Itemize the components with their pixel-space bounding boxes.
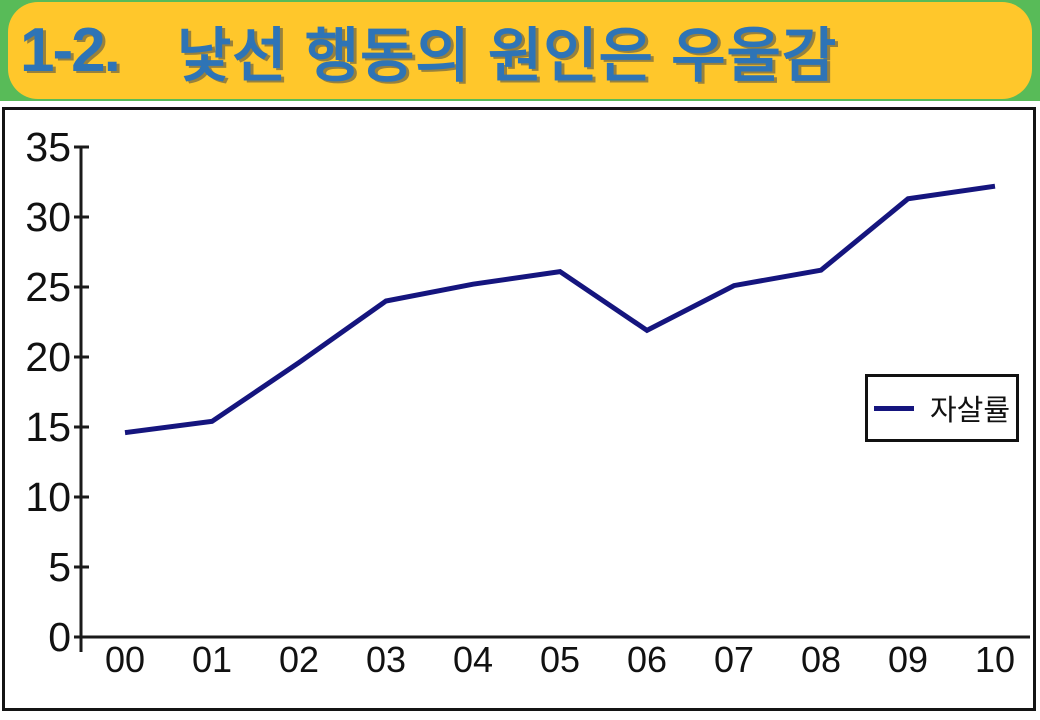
chart-frame: 0 5 10 15 20 25 30 35 00 01 02 03 04 05 06 07 08 09 10 자살… <box>2 107 1036 711</box>
x-axis-tick-label: 00 <box>104 639 146 680</box>
y-axis-tick-label: 25 <box>25 264 71 310</box>
legend-label: 자살률 <box>929 395 1011 427</box>
x-axis-tick-label: 05 <box>539 639 581 680</box>
suicide-rate-line <box>124 183 996 436</box>
title-number: 1-2. <box>20 16 121 85</box>
x-axis-tick-label: 07 <box>713 639 755 680</box>
legend-line-sample-icon <box>873 405 914 411</box>
x-axis-tick-label: 01 <box>191 639 233 680</box>
x-axis-tick-label: 04 <box>452 639 494 680</box>
x-axis-tick-label: 03 <box>365 639 407 680</box>
y-axis-tick-label: 5 <box>48 544 71 590</box>
x-axis-tick-label: 06 <box>626 639 668 680</box>
y-axis-tick-label: 10 <box>25 474 71 520</box>
legend-box: 자살률 <box>865 374 1019 442</box>
x-axis-tick-label: 02 <box>278 639 320 680</box>
page-title: 낯선 행동의 원인은 우울감 <box>176 23 838 89</box>
slide-title-banner: 1-2. 낯선 행동의 원인은 우울감 <box>8 2 1032 99</box>
x-axis-tick-label: 08 <box>800 639 842 680</box>
y-axis-tick-label: 15 <box>25 404 71 450</box>
y-axis-tick-label: 20 <box>25 334 71 380</box>
y-axis-tick-label: 35 <box>25 124 71 170</box>
y-axis-tick-label: 0 <box>48 614 71 660</box>
line-chart-canvas <box>74 145 1030 652</box>
x-axis-tick-label: 09 <box>887 639 929 680</box>
x-axis-tick-label: 10 <box>974 639 1016 680</box>
y-axis-tick-label: 30 <box>25 194 71 240</box>
